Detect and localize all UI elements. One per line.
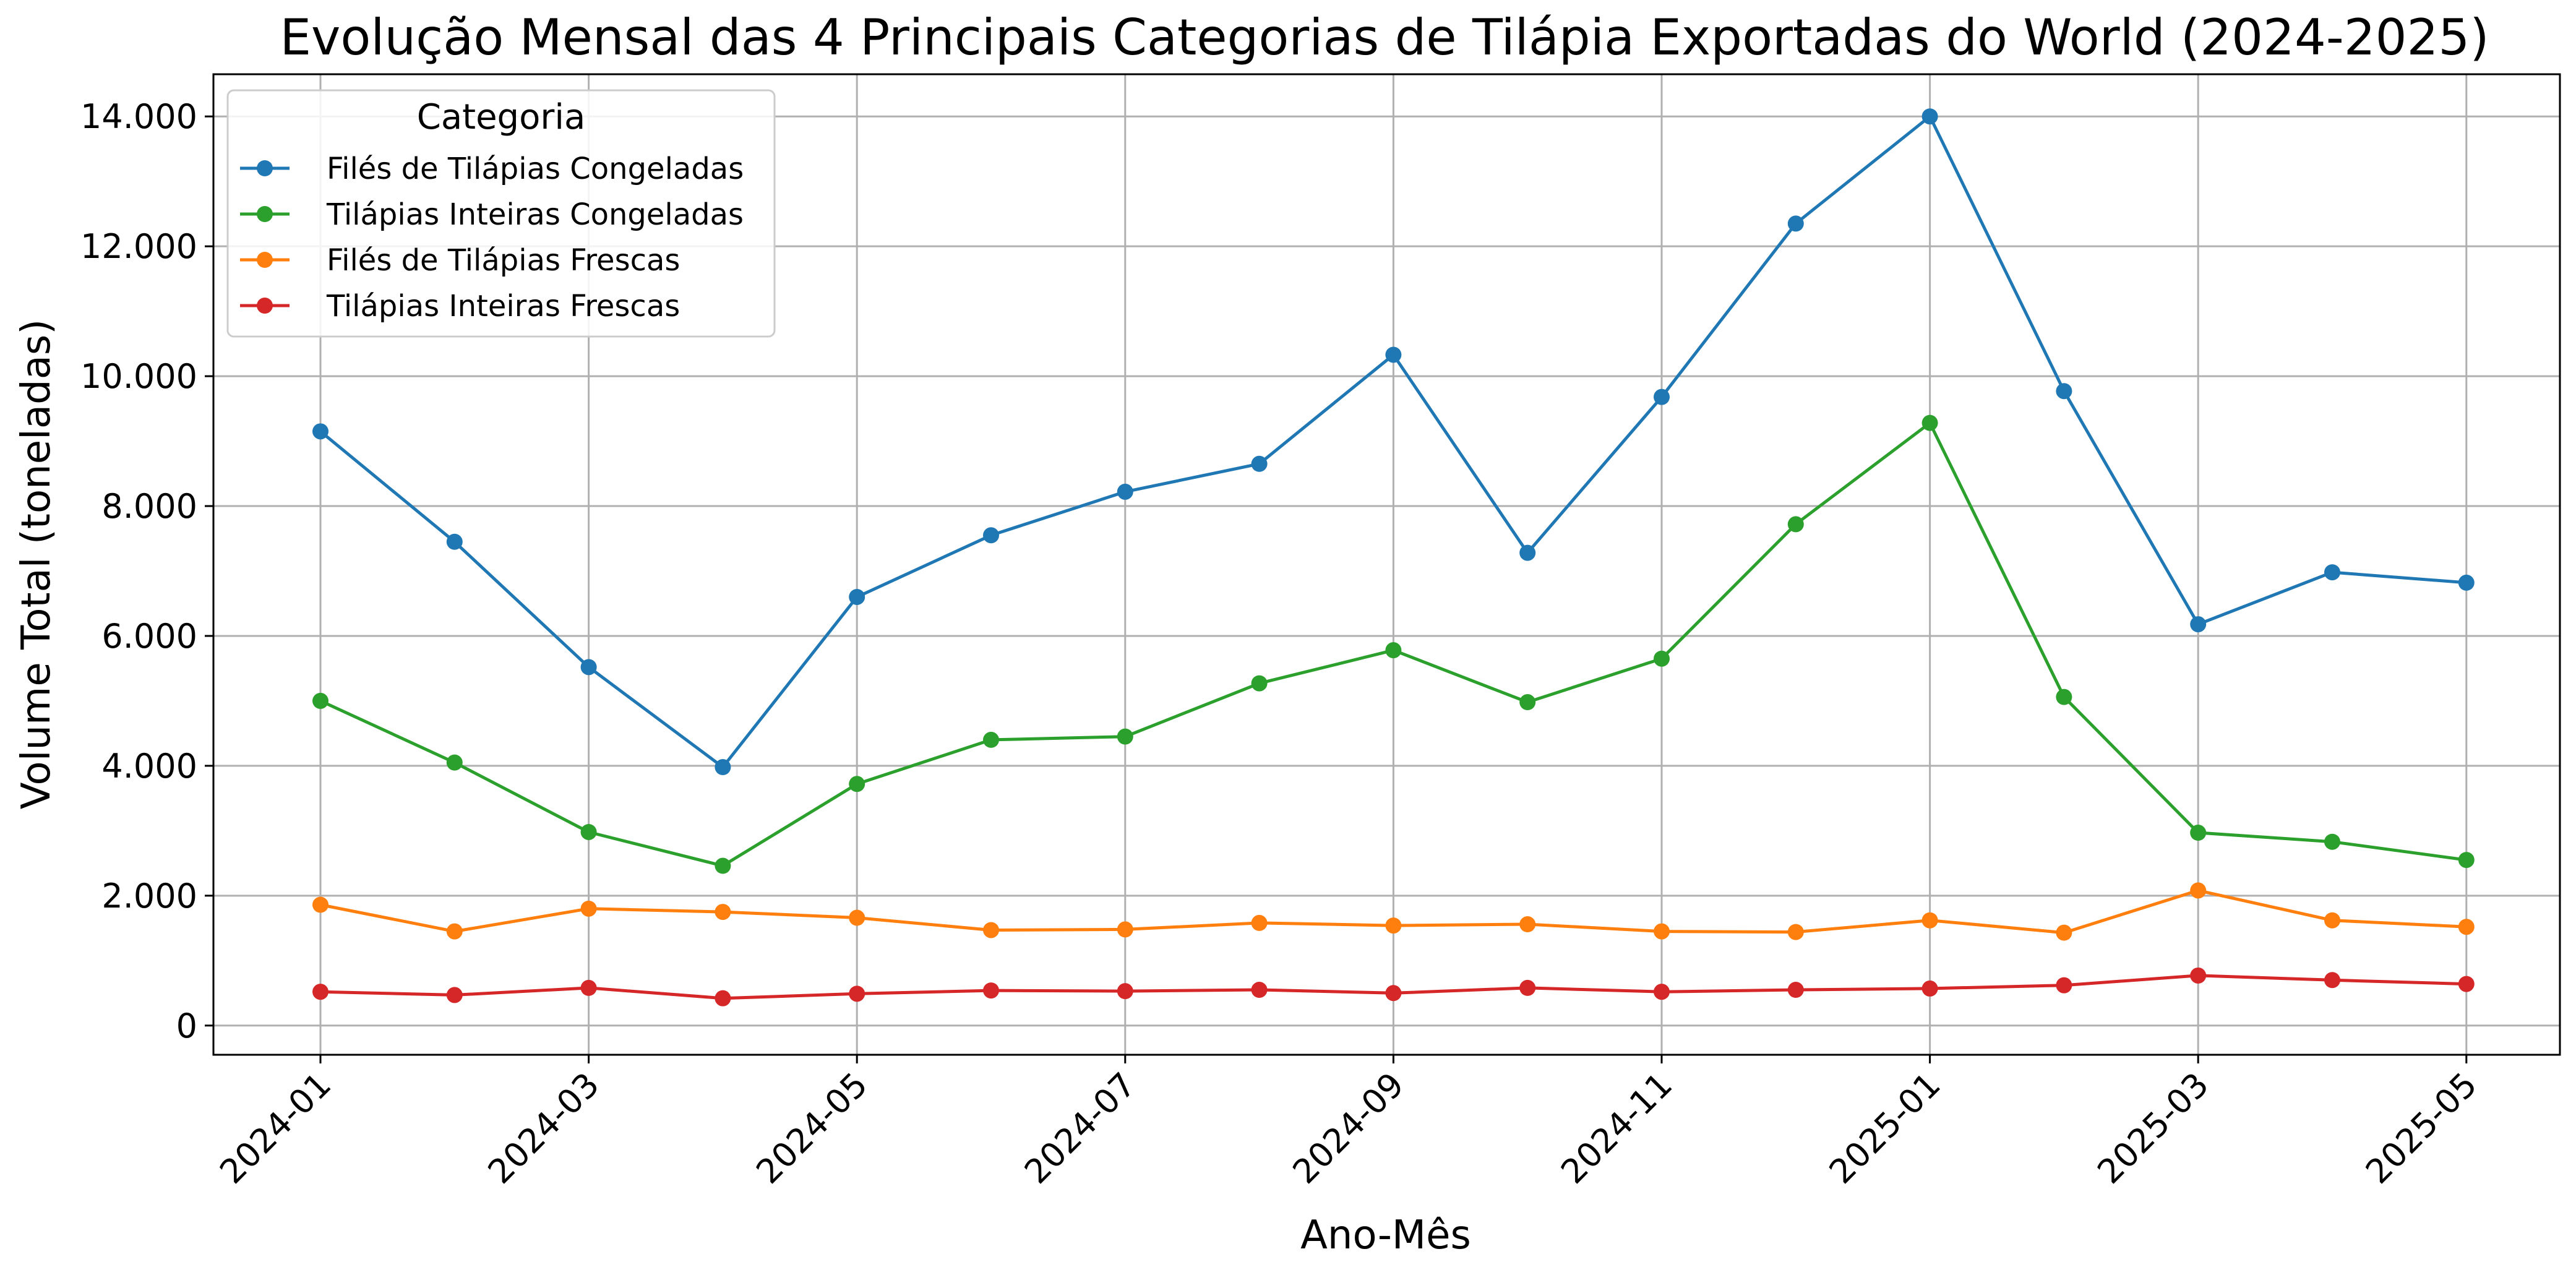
data-point [1654,923,1670,940]
data-point [312,423,328,440]
data-point [580,659,597,676]
legend-swatch-marker [257,252,273,268]
data-point [849,909,865,926]
y-tick-label: 8.000 [101,487,197,526]
data-point [446,754,463,771]
data-point [1519,916,1536,933]
data-point [2324,564,2340,581]
data-point [2458,976,2475,992]
legend-label: Tilápias Inteiras Congeladas [326,197,744,232]
data-point [715,857,731,874]
legend-label: Tilápias Inteiras Frescas [326,289,680,324]
data-point [1787,516,1804,533]
legend-label: Filés de Tilápias Frescas [327,243,680,278]
data-point [1117,728,1133,745]
legend-swatch-marker [257,298,273,314]
data-point [849,588,865,605]
data-point [715,990,731,1007]
data-point [983,731,999,748]
plot-frame [212,73,2561,1056]
legend-title: Categoria [417,97,586,137]
data-point [2458,919,2475,935]
data-point [1251,455,1268,472]
data-point [849,776,865,792]
data-point [446,923,463,940]
data-point [1117,983,1133,1000]
data-point [2056,383,2072,400]
data-point [2190,882,2207,899]
data-point [2056,689,2072,705]
y-tick-label: 14.000 [80,97,197,136]
data-point [312,692,328,709]
data-point [1654,984,1670,1000]
data-point [1787,215,1804,232]
data-point [312,984,328,1000]
data-point [1654,650,1670,667]
data-point [1385,917,1402,934]
data-point [1385,985,1402,1002]
y-axis-title: Volume Total (toneladas) [14,319,59,810]
y-tick-label: 2.000 [101,877,197,916]
data-point [1519,979,1536,996]
y-tick-label: 12.000 [80,227,197,266]
data-point [1385,642,1402,659]
data-point [580,979,597,996]
y-axis: 0 2.000 4.000 6.000 8.000 10.000 12.000 14.000 [80,97,213,1045]
data-point [1787,982,1804,998]
data-point [1117,921,1133,938]
data-point [312,896,328,913]
legend-swatch-marker [257,206,273,222]
data-point [2458,574,2475,591]
legend-box [226,89,776,338]
data-point [446,533,463,550]
data-point [1787,924,1804,940]
data-point [580,823,597,840]
x-axis-title: Ano-Mês [1300,1213,1471,1258]
data-point [1251,914,1268,931]
chart-title: Evolução Mensal das 4 Principais Categor… [280,9,2489,66]
legend-swatch-marker [257,160,273,176]
data-point [1251,982,1268,998]
data-point [2324,833,2340,850]
data-point [1921,980,1938,997]
data-point [1519,544,1536,561]
data-point [1519,694,1536,711]
y-tick-label: 0 [176,1007,197,1045]
y-tick-label: 6.000 [101,617,197,656]
data-point [2056,924,2072,941]
y-tick-label: 10.000 [80,357,197,396]
series-markers [312,108,2475,1007]
data-point [2324,972,2340,989]
data-point [1921,912,1938,929]
data-point [2190,967,2207,984]
data-point [1921,108,1938,125]
data-point [2458,852,2475,869]
data-point [849,985,865,1002]
data-point [1921,414,1938,431]
legend-label: Filés de Tilápias Congeladas [327,152,744,186]
data-point [580,900,597,917]
data-point [1117,483,1133,500]
data-point [2056,977,2072,994]
data-point [983,922,999,938]
y-tick-label: 4.000 [101,747,197,786]
data-point [2190,825,2207,841]
legend: Categoria Filés de Tilápias Congeladas Ti… [226,89,776,338]
data-point [1654,389,1670,405]
data-point [1385,346,1402,363]
data-point [983,527,999,544]
data-point [2190,616,2207,633]
data-point [2324,912,2340,929]
data-point [983,982,999,999]
data-point [715,904,731,921]
data-point [446,987,463,1003]
data-point [715,758,731,775]
legend-entries: Filés de Tilápias Congeladas Tilápias Int… [240,152,744,324]
data-point [1251,675,1268,692]
